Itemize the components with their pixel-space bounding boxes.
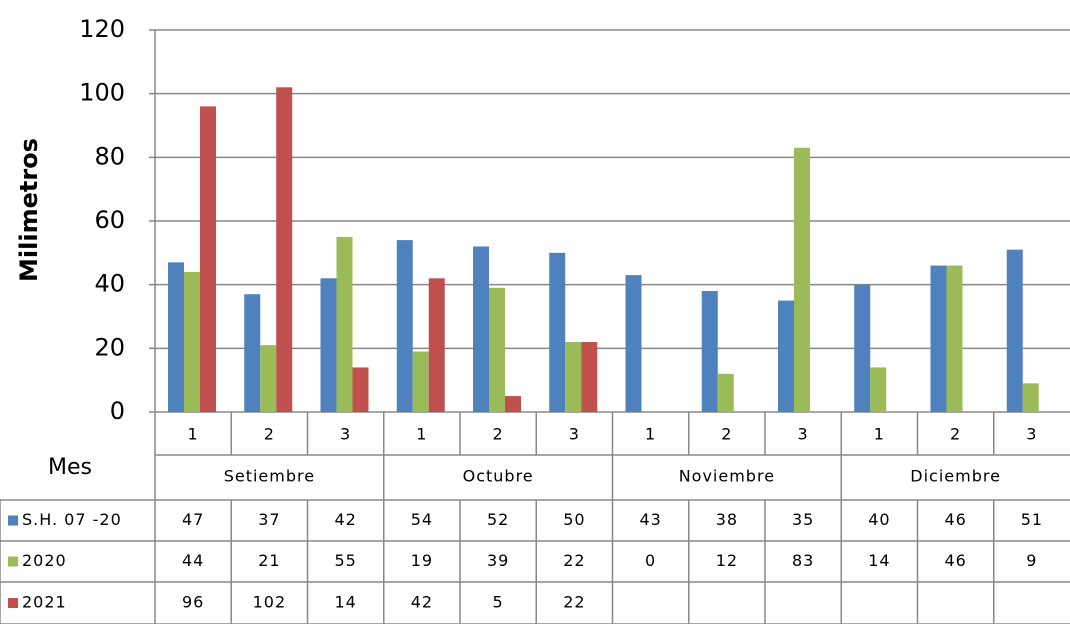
group-label: Noviembre <box>679 467 775 486</box>
x-tick-label: 2 <box>264 425 275 444</box>
table-value: 51 <box>1021 510 1043 529</box>
x-tick-label: 1 <box>416 425 427 444</box>
bar <box>260 345 277 412</box>
x-tick-label: 1 <box>188 425 199 444</box>
table-value: 40 <box>868 510 890 529</box>
group-label: Octubre <box>463 467 534 486</box>
table-value: 22 <box>563 593 585 612</box>
table-value: 46 <box>944 551 966 570</box>
x-tick-label: 2 <box>721 425 732 444</box>
bar <box>505 396 521 412</box>
x-tick-label: 2 <box>493 425 504 444</box>
table-value: 50 <box>563 510 585 529</box>
table-value: 12 <box>716 551 738 570</box>
y-tick-label: 120 <box>79 15 125 43</box>
table-value: 39 <box>487 551 509 570</box>
bar <box>276 87 293 413</box>
table-value: 42 <box>334 510 356 529</box>
bar <box>396 240 413 412</box>
y-tick-label: 0 <box>110 397 125 425</box>
table-value: 54 <box>411 510 433 529</box>
bar <box>930 265 947 412</box>
bar <box>794 147 810 413</box>
bar <box>473 246 489 412</box>
x-tick-label: 3 <box>340 425 351 444</box>
y-tick-label: 60 <box>94 206 125 234</box>
bar <box>412 351 429 412</box>
table-value: 21 <box>258 551 280 570</box>
bar <box>625 275 642 412</box>
bar <box>778 300 794 412</box>
legend-key <box>8 556 18 567</box>
table-value: 96 <box>182 593 204 612</box>
table-value: 52 <box>487 510 509 529</box>
bar <box>946 265 963 412</box>
table-value: 46 <box>944 510 966 529</box>
bar <box>320 278 337 412</box>
x-tick-label: 3 <box>569 425 580 444</box>
table-value: 14 <box>334 593 356 612</box>
table-value: 47 <box>182 510 204 529</box>
group-label: Setiembre <box>224 467 315 486</box>
table-value: 38 <box>716 510 738 529</box>
table-value: 35 <box>792 510 814 529</box>
table-value: 14 <box>868 551 890 570</box>
table-value: 19 <box>411 551 433 570</box>
bar <box>336 236 353 412</box>
y-tick-label: 40 <box>94 270 125 298</box>
bar <box>549 252 566 412</box>
bar <box>854 284 871 412</box>
table-value: 83 <box>792 551 814 570</box>
group-label: Diciembre <box>910 467 1001 486</box>
x-tick-label: 1 <box>874 425 885 444</box>
legend-label: S.H. 07 -20 <box>22 510 122 529</box>
x-tick-label: 3 <box>798 425 809 444</box>
bar <box>489 287 505 412</box>
y-axis-label: Milimetros <box>15 138 43 282</box>
legend-key <box>8 515 18 526</box>
bar <box>1006 249 1023 412</box>
x-tick-label: 2 <box>950 425 961 444</box>
bar <box>244 294 261 412</box>
bar <box>352 367 369 412</box>
bar <box>428 278 445 412</box>
bar <box>717 373 734 412</box>
bar <box>870 367 887 412</box>
y-tick-label: 100 <box>79 79 125 107</box>
x-axis-label: Mes <box>48 455 92 480</box>
table-value: 37 <box>258 510 280 529</box>
table-value: 9 <box>1026 551 1037 570</box>
table-value: 44 <box>182 551 204 570</box>
table-value: 5 <box>493 593 504 612</box>
bar <box>168 262 184 412</box>
bar <box>184 271 200 412</box>
bar <box>581 341 598 412</box>
bar <box>1022 383 1039 412</box>
y-tick-label: 20 <box>94 333 125 361</box>
x-tick-label: 3 <box>1026 425 1037 444</box>
table-value: 55 <box>334 551 356 570</box>
table-value: 0 <box>645 551 656 570</box>
table-value: 42 <box>411 593 433 612</box>
legend-label: 2020 <box>22 551 67 570</box>
table-value: 102 <box>253 593 287 612</box>
bar <box>701 291 718 412</box>
legend-label: 2021 <box>22 593 67 612</box>
table-value: 22 <box>563 551 585 570</box>
y-tick-label: 80 <box>94 142 125 170</box>
x-tick-label: 1 <box>645 425 656 444</box>
legend-key <box>8 598 18 608</box>
bar <box>565 341 582 412</box>
table-value: 43 <box>639 510 661 529</box>
bar <box>200 106 216 413</box>
